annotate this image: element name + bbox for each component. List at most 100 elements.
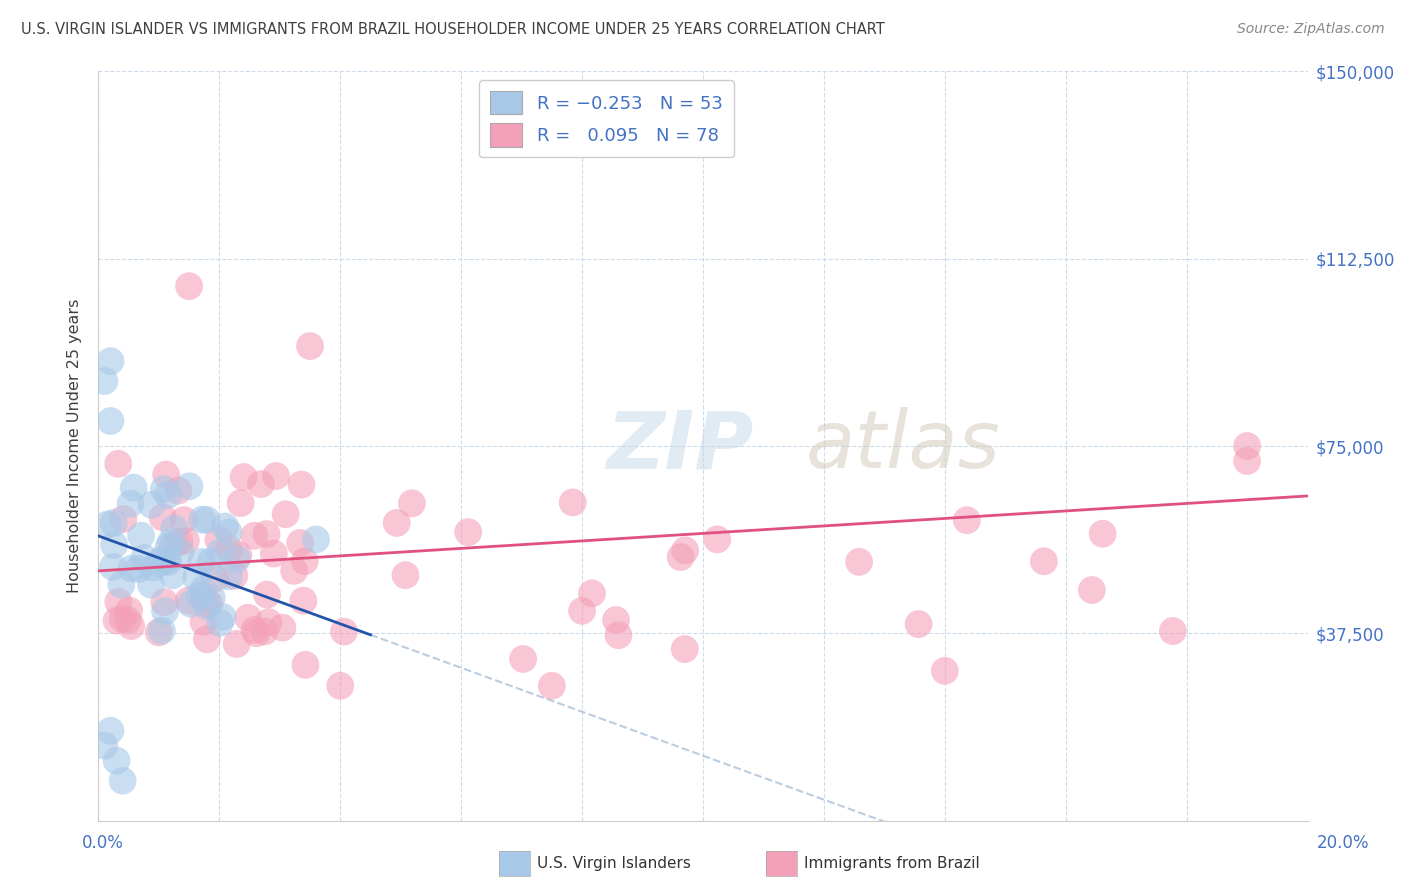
Point: [305, 533, 328, 547]
Point: [186, 571, 208, 585]
Point: [193, 592, 215, 607]
Point: [245, 626, 267, 640]
Point: [97, 517, 120, 532]
Point: [107, 457, 129, 471]
Point: [385, 516, 408, 530]
Point: [157, 555, 180, 569]
Point: [153, 604, 176, 618]
Point: [229, 496, 252, 510]
Y-axis label: Householder Income Under 25 years: Householder Income Under 25 years: [67, 299, 83, 593]
Point: [561, 495, 583, 509]
Point: [121, 561, 143, 575]
Point: [208, 545, 231, 559]
Point: [540, 679, 562, 693]
Point: [271, 621, 294, 635]
Point: [288, 536, 311, 550]
Point: [201, 591, 224, 605]
Point: [160, 535, 183, 549]
Text: atlas: atlas: [806, 407, 1001, 485]
Point: [1081, 582, 1104, 597]
Point: [195, 599, 218, 614]
Point: [105, 754, 128, 768]
Point: [257, 615, 280, 630]
Point: [118, 603, 141, 617]
Point: [120, 619, 142, 633]
Legend: R = −0.253   N = 53, R =   0.095   N = 78: R = −0.253 N = 53, R = 0.095 N = 78: [479, 80, 734, 158]
Point: [141, 498, 163, 512]
Point: [236, 611, 259, 625]
Point: [153, 482, 176, 496]
Point: [706, 533, 728, 547]
Point: [283, 564, 305, 578]
Point: [179, 279, 201, 293]
Point: [274, 507, 297, 521]
Point: [226, 551, 249, 566]
Point: [211, 610, 233, 624]
Point: [848, 555, 870, 569]
Point: [253, 624, 276, 639]
Point: [193, 582, 215, 597]
Point: [191, 513, 214, 527]
Point: [1236, 454, 1258, 468]
Point: [163, 521, 186, 535]
Point: [156, 488, 179, 502]
Point: [581, 586, 603, 600]
Point: [100, 354, 122, 368]
Text: 0.0%: 0.0%: [82, 834, 124, 852]
Point: [117, 613, 139, 627]
Point: [149, 556, 172, 570]
Point: [153, 595, 176, 609]
Point: [101, 560, 124, 574]
Text: Source: ZipAtlas.com: Source: ZipAtlas.com: [1237, 22, 1385, 37]
Point: [110, 577, 132, 591]
Point: [401, 496, 423, 510]
Point: [673, 642, 696, 657]
Point: [122, 481, 145, 495]
Point: [292, 593, 315, 607]
Point: [193, 615, 215, 629]
Point: [139, 577, 162, 591]
Point: [956, 513, 979, 527]
Point: [100, 723, 122, 738]
Point: [120, 497, 142, 511]
Point: [512, 652, 534, 666]
Point: [155, 467, 177, 482]
Point: [299, 339, 322, 353]
Point: [103, 538, 125, 552]
Point: [329, 679, 352, 693]
Point: [195, 513, 218, 527]
Point: [263, 547, 285, 561]
Point: [188, 589, 211, 603]
Point: [605, 613, 627, 627]
Text: U.S. VIRGIN ISLANDER VS IMMIGRANTS FROM BRAZIL HOUSEHOLDER INCOME UNDER 25 YEARS: U.S. VIRGIN ISLANDER VS IMMIGRANTS FROM …: [21, 22, 884, 37]
Point: [607, 628, 630, 642]
Point: [107, 595, 129, 609]
Point: [256, 588, 278, 602]
Point: [243, 623, 266, 637]
Point: [290, 477, 312, 491]
Point: [142, 560, 165, 574]
Point: [163, 537, 186, 551]
Text: U.S. Virgin Islanders: U.S. Virgin Islanders: [537, 856, 690, 871]
Point: [208, 615, 231, 630]
Point: [1236, 439, 1258, 453]
Point: [128, 562, 150, 576]
Point: [105, 614, 128, 628]
Point: [394, 568, 416, 582]
Point: [1032, 554, 1054, 568]
Point: [111, 773, 134, 788]
Point: [93, 374, 115, 388]
Point: [1161, 624, 1184, 638]
Point: [198, 597, 221, 611]
Point: [907, 617, 929, 632]
Text: 20.0%: 20.0%: [1316, 834, 1369, 852]
Text: ZIP: ZIP: [606, 407, 754, 485]
Point: [457, 525, 479, 540]
Point: [148, 625, 170, 640]
Point: [169, 534, 191, 549]
Point: [100, 414, 122, 428]
Point: [204, 571, 226, 585]
Point: [150, 552, 173, 566]
Point: [162, 568, 184, 582]
Point: [170, 545, 193, 559]
